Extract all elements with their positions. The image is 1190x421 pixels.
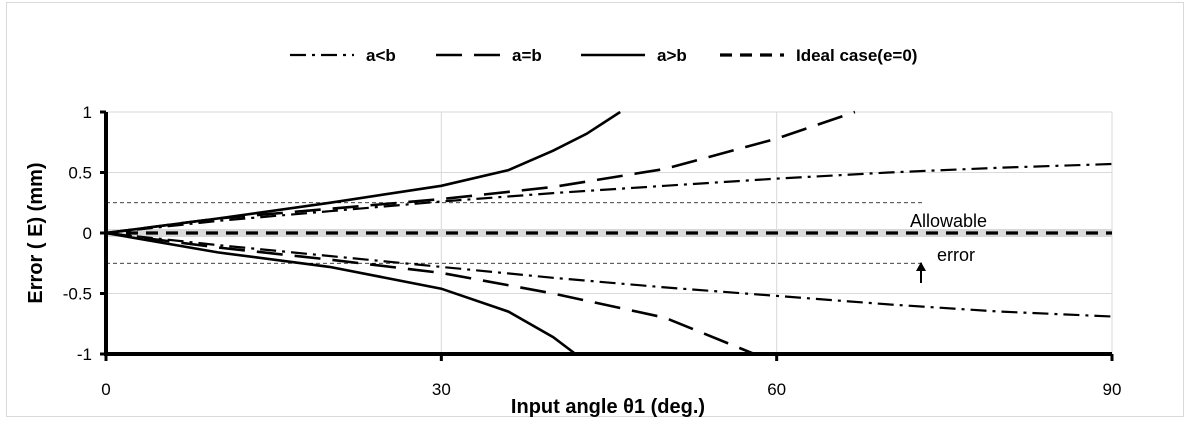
series-line: [105, 162, 1113, 235]
series-line: [105, 110, 621, 235]
series-line: [105, 231, 577, 356]
tick-label-layer: 1 0.5 0 -0.5 -1 0 30 60 90: [63, 103, 1122, 399]
legend-label: a<b: [366, 46, 396, 65]
x-tick-label: 90: [1103, 380, 1122, 399]
y-axis-title: Error ( E) (mm): [25, 162, 47, 303]
series-line: [105, 231, 1113, 318]
chart-frame: [6, 2, 1184, 417]
y-tick-label: -0.5: [63, 285, 92, 304]
series-layer: [105, 110, 1113, 356]
legend-label: Ideal case(e=0): [796, 46, 917, 65]
legend-item-Ideal case(e=0): Ideal case(e=0): [720, 46, 917, 65]
x-tick-label: 30: [432, 380, 451, 399]
allowable-annotation-line2: error: [937, 245, 975, 265]
axis-layer: [100, 110, 1114, 361]
legend-item-a=b: a=b: [436, 46, 542, 65]
x-axis-title: Input angle θ1 (deg.): [511, 396, 705, 418]
series-a<b: [105, 162, 1113, 318]
allowable-error-band: [106, 202, 922, 264]
allowable-arrow-icon: [916, 262, 926, 283]
x-tick-label: 0: [101, 380, 110, 399]
legend: a<b a=b a>b Ideal case(e=0): [290, 46, 917, 65]
legend-item-a<b: a<b: [290, 46, 396, 65]
y-tick-label: 0: [83, 224, 92, 243]
allowable-annotation-line1: Allowable: [910, 211, 987, 231]
legend-item-a>b: a>b: [581, 46, 687, 65]
y-tick-label: -1: [77, 345, 92, 364]
y-tick-label: 0.5: [68, 164, 92, 183]
x-tick-label: 60: [767, 380, 786, 399]
y-tick-label: 1: [83, 103, 92, 122]
series-a>b: [105, 110, 621, 356]
legend-label: a>b: [657, 46, 687, 65]
legend-label: a=b: [512, 46, 542, 65]
